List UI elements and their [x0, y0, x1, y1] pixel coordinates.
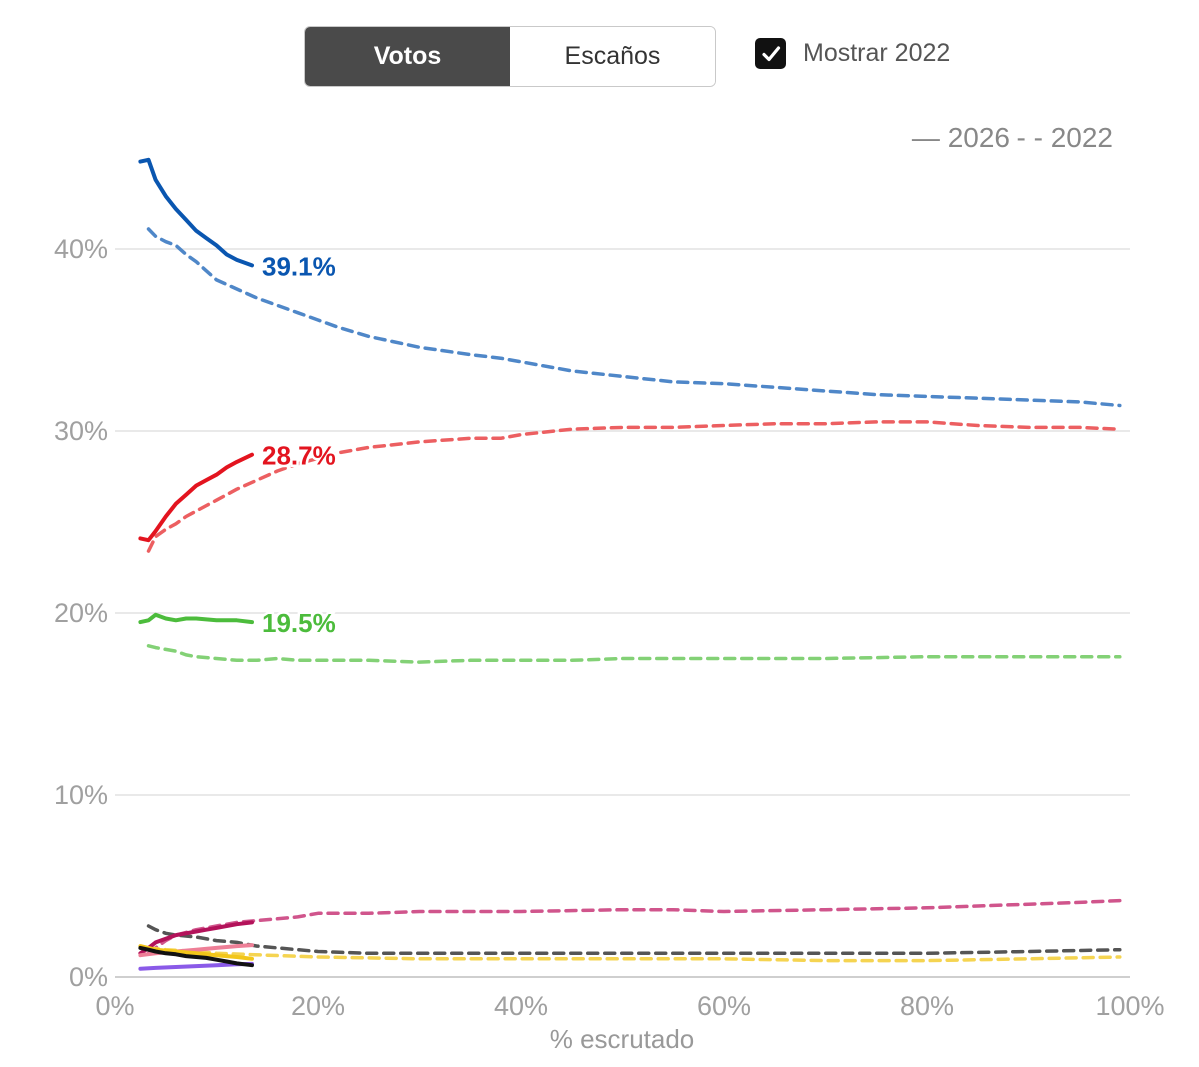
end-value-label: 19.5%	[262, 608, 336, 638]
series-line-gris-2022	[146, 924, 1122, 956]
x-tick-label: 100%	[1095, 991, 1164, 1021]
legend-2022: - - 2022	[1017, 122, 1114, 153]
tab-votos[interactable]: Votos	[305, 27, 510, 86]
series-line-rojo-2026	[138, 452, 254, 543]
metric-toggle: Votos Escaños	[304, 26, 716, 87]
series-line-magenta-2022	[146, 898, 1122, 956]
show-2022-checkbox[interactable]	[755, 38, 786, 69]
series-line-verde-2022	[146, 644, 1122, 664]
tab-escanos[interactable]: Escaños	[510, 27, 715, 86]
checkmark-icon	[761, 45, 780, 61]
end-value-label: 39.1%	[262, 251, 336, 281]
x-tick-label: 0%	[95, 991, 134, 1021]
series-line-azul-2026	[138, 157, 254, 268]
y-tick-label: 0%	[69, 962, 108, 992]
x-tick-label: 80%	[900, 991, 954, 1021]
y-tick-label: 10%	[54, 780, 108, 810]
y-tick-label: 40%	[54, 234, 108, 264]
x-tick-label: 20%	[291, 991, 345, 1021]
x-axis-title: % escrutado	[550, 1024, 695, 1054]
series-line-azul-2022	[146, 227, 1122, 408]
series-line-amarillo-2022	[146, 946, 1122, 963]
end-value-label: 28.7%	[262, 441, 336, 471]
series-line-magenta-2026	[138, 920, 254, 956]
legend-2026: — 2026	[912, 122, 1010, 153]
x-tick-label: 60%	[697, 991, 751, 1021]
show-2022-label: Mostrar 2022	[803, 39, 951, 67]
series-line-verde-2026	[138, 612, 254, 625]
series-line-rojo-2022	[146, 420, 1122, 553]
series-line-negro-2026	[138, 945, 254, 968]
y-tick-label: 30%	[54, 416, 108, 446]
y-tick-label: 20%	[54, 598, 108, 628]
x-tick-label: 40%	[494, 991, 548, 1021]
show-2022-toggle[interactable]: Mostrar 2022	[755, 38, 950, 69]
